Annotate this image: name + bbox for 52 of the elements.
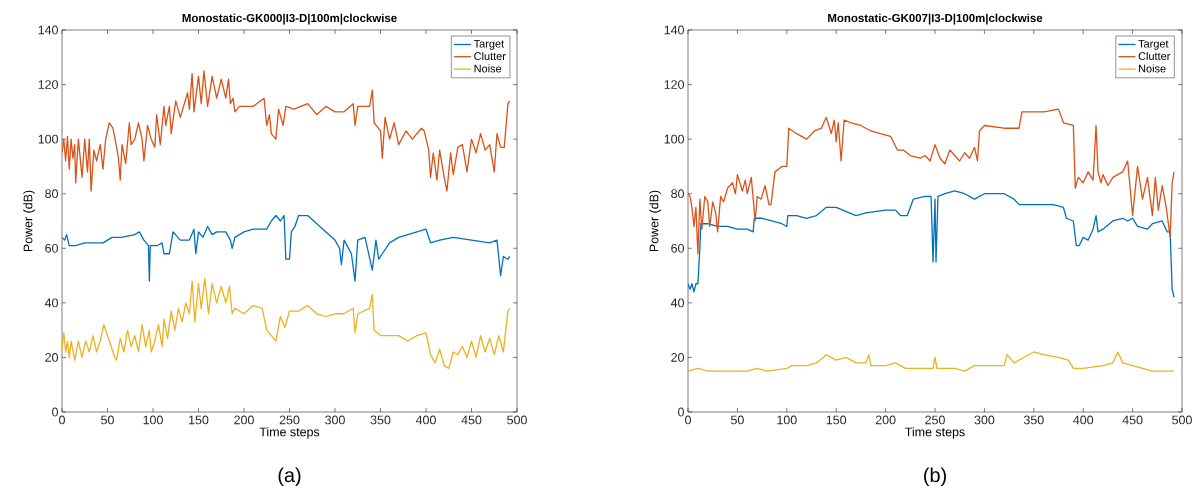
x-tick-label: 0 bbox=[685, 415, 691, 425]
y-tick-label: 80 bbox=[671, 189, 684, 199]
x-tick-label: 150 bbox=[826, 415, 847, 425]
x-tick-label: 100 bbox=[777, 415, 797, 425]
y-axis-title: Power (dB) bbox=[649, 190, 661, 252]
x-tick-label: 200 bbox=[234, 415, 254, 425]
x-axis-title: Time steps bbox=[905, 427, 965, 439]
x-tick-label: 400 bbox=[1073, 415, 1094, 425]
y-tick-label: 0 bbox=[678, 407, 684, 417]
x-tick-label: 250 bbox=[279, 415, 300, 425]
x-tick-label: 250 bbox=[925, 415, 945, 425]
x-tick-label: 150 bbox=[189, 415, 209, 425]
x-tick-label: 300 bbox=[974, 415, 995, 425]
legend-label: Noise bbox=[474, 64, 502, 73]
y-axis-title: Power (dB) bbox=[23, 190, 35, 252]
x-tick-label: 450 bbox=[1122, 415, 1143, 425]
x-axis-title: Time steps bbox=[259, 427, 320, 439]
x-tick-label: 0 bbox=[59, 415, 65, 425]
x-tick-label: 500 bbox=[507, 415, 527, 425]
legend-label: Clutter bbox=[1138, 51, 1171, 61]
y-tick-label: 120 bbox=[664, 80, 684, 89]
y-tick-label: 60 bbox=[671, 243, 684, 253]
y-tick-label: 140 bbox=[38, 25, 58, 35]
y-tick-label: 0 bbox=[52, 407, 58, 417]
chart-title: Monostatic-GK007|I3-D|100m|clockwise bbox=[828, 13, 1043, 25]
x-tick-label: 50 bbox=[101, 415, 114, 425]
legend-label: Target bbox=[473, 39, 505, 50]
x-tick-label: 400 bbox=[415, 415, 436, 425]
y-tick-label: 100 bbox=[664, 134, 684, 144]
y-tick-label: 20 bbox=[671, 353, 684, 362]
legend-label: Clutter bbox=[474, 51, 506, 61]
x-tick-label: 450 bbox=[461, 415, 482, 425]
x-tick-label: 350 bbox=[370, 415, 391, 425]
y-tick-label: 100 bbox=[38, 134, 58, 144]
legend-label: Noise bbox=[1138, 64, 1166, 73]
x-tick-label: 50 bbox=[730, 415, 744, 425]
x-tick-label: 300 bbox=[325, 415, 345, 425]
y-tick-label: 80 bbox=[45, 189, 58, 199]
text: (b) bbox=[924, 467, 946, 487]
y-tick-label: 40 bbox=[670, 298, 684, 308]
y-tick-label: 40 bbox=[44, 298, 58, 308]
y-tick-label: 20 bbox=[45, 353, 58, 362]
x-tick-label: 200 bbox=[875, 415, 896, 425]
x-tick-label: 350 bbox=[1023, 415, 1044, 425]
chart-title: Monostatic-GK000|I3-D|100m|clockwise bbox=[182, 13, 397, 25]
y-tick-label: 60 bbox=[45, 243, 58, 253]
x-tick-label: 100 bbox=[143, 415, 163, 425]
y-tick-label: 140 bbox=[664, 25, 684, 35]
x-tick-label: 500 bbox=[1172, 415, 1192, 425]
legend-label: Target bbox=[1138, 39, 1169, 50]
y-tick-label: 120 bbox=[38, 80, 58, 89]
text: (a) bbox=[278, 467, 301, 487]
